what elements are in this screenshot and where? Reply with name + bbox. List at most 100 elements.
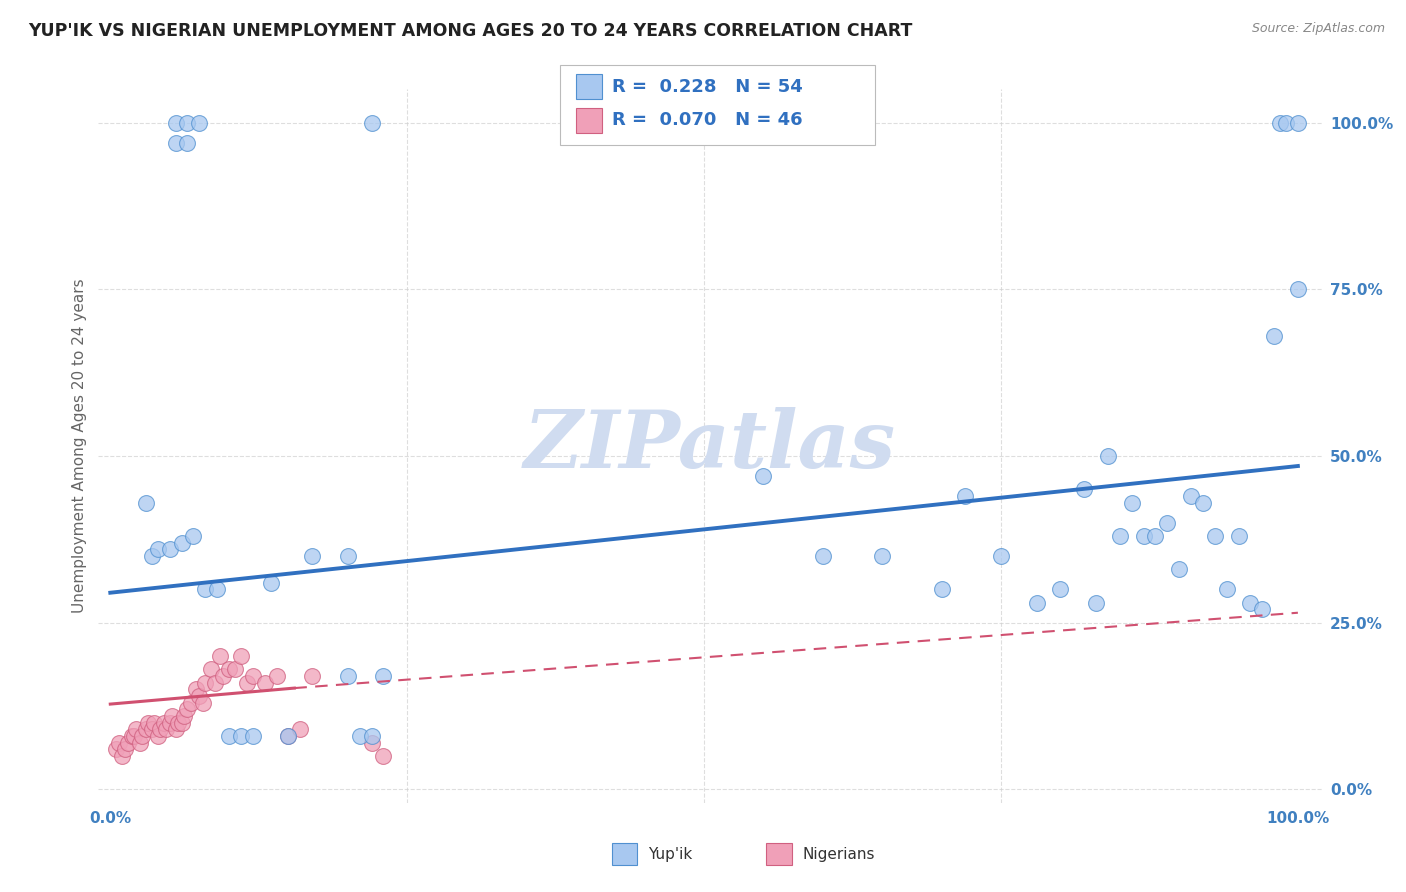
Point [1215, 582, 1237, 597]
Point [1268, 115, 1291, 129]
Point [149, 723, 172, 737]
Point [1204, 529, 1226, 543]
Point [1286, 282, 1309, 296]
Point [253, 675, 276, 690]
Point [336, 669, 359, 683]
Point [1121, 496, 1143, 510]
Point [111, 749, 134, 764]
Point [121, 729, 143, 743]
Point [114, 742, 136, 756]
Text: ZIPatlas: ZIPatlas [524, 408, 896, 484]
Point [336, 549, 359, 563]
Point [200, 662, 222, 676]
Point [1144, 529, 1167, 543]
Point [188, 115, 211, 129]
Point [277, 729, 299, 743]
Point [955, 489, 977, 503]
Text: Source: ZipAtlas.com: Source: ZipAtlas.com [1251, 22, 1385, 36]
Point [218, 729, 240, 743]
Point [301, 669, 323, 683]
Point [1275, 115, 1298, 129]
Point [990, 549, 1012, 563]
Point [1286, 115, 1309, 129]
Point [143, 715, 166, 730]
Text: R =  0.228   N = 54: R = 0.228 N = 54 [612, 78, 803, 95]
Point [170, 535, 193, 549]
Point [290, 723, 312, 737]
Point [176, 136, 198, 150]
Text: Yup'ik: Yup'ik [648, 847, 692, 862]
Point [1168, 562, 1191, 576]
Point [242, 669, 264, 683]
Point [105, 742, 128, 756]
Point [229, 729, 252, 743]
Point [183, 529, 205, 543]
Point [141, 723, 163, 737]
Point [165, 723, 187, 737]
Point [131, 729, 153, 743]
Point [931, 582, 953, 597]
Point [204, 675, 226, 690]
Point [173, 709, 195, 723]
Point [107, 736, 129, 750]
Point [159, 715, 181, 730]
Point [218, 662, 240, 676]
Point [277, 729, 299, 743]
Point [165, 136, 187, 150]
Point [870, 549, 893, 563]
Point [136, 715, 159, 730]
Point [155, 723, 177, 737]
Point [191, 696, 214, 710]
Point [212, 669, 235, 683]
Point [159, 542, 181, 557]
Text: R =  0.070   N = 46: R = 0.070 N = 46 [612, 112, 803, 129]
Point [194, 675, 217, 690]
Point [349, 729, 371, 743]
Point [122, 729, 145, 743]
Point [811, 549, 834, 563]
Point [146, 729, 169, 743]
Point [224, 662, 246, 676]
Point [125, 723, 148, 737]
Point [1085, 596, 1108, 610]
Point [360, 729, 382, 743]
Point [170, 715, 193, 730]
Point [752, 469, 775, 483]
Point [117, 736, 139, 750]
Point [1180, 489, 1202, 503]
Point [266, 669, 288, 683]
Point [1263, 329, 1285, 343]
Text: YUP'IK VS NIGERIAN UNEMPLOYMENT AMONG AGES 20 TO 24 YEARS CORRELATION CHART: YUP'IK VS NIGERIAN UNEMPLOYMENT AMONG AG… [28, 22, 912, 40]
Point [242, 729, 264, 743]
Point [208, 649, 231, 664]
Point [373, 749, 395, 764]
Point [1049, 582, 1071, 597]
Point [360, 115, 382, 129]
Point [165, 115, 187, 129]
Point [373, 669, 395, 683]
Point [360, 736, 382, 750]
Point [229, 649, 252, 664]
Point [152, 715, 174, 730]
Point [1251, 602, 1274, 616]
Point [1192, 496, 1215, 510]
Point [1239, 596, 1261, 610]
Point [176, 702, 198, 716]
Point [1025, 596, 1047, 610]
Point [1132, 529, 1154, 543]
Point [236, 675, 259, 690]
Point [194, 582, 217, 597]
Point [184, 682, 207, 697]
Point [160, 709, 183, 723]
Point [1108, 529, 1130, 543]
Point [1073, 483, 1095, 497]
Point [188, 689, 211, 703]
Point [1227, 529, 1250, 543]
Point [1097, 449, 1119, 463]
Point [141, 549, 163, 563]
Point [176, 115, 198, 129]
Y-axis label: Unemployment Among Ages 20 to 24 years: Unemployment Among Ages 20 to 24 years [72, 278, 87, 614]
Point [135, 496, 157, 510]
Point [180, 696, 202, 710]
Point [135, 723, 157, 737]
